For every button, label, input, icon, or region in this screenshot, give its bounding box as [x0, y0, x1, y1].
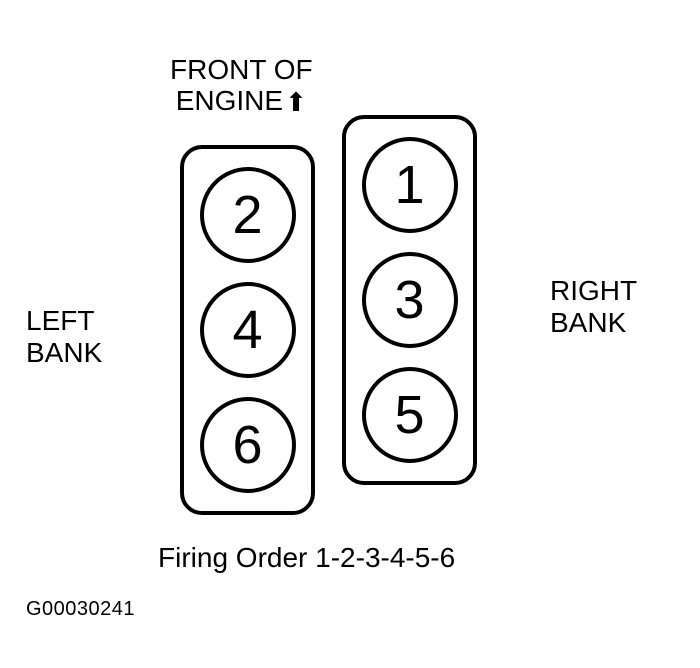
cylinder-5: 5	[362, 367, 458, 463]
header-line2: ENGINE	[176, 85, 283, 116]
engine-cylinder-diagram: FRONT OF ENGINE⬆ LEFT BANK RIGHT BANK 2 …	[0, 0, 700, 668]
front-of-engine-label: FRONT OF ENGINE⬆	[170, 55, 313, 117]
up-arrow-icon: ⬆	[285, 88, 307, 117]
left-bank-box: 2 4 6	[180, 145, 315, 515]
right-bank-label-line1: RIGHT	[550, 275, 637, 306]
header-line1: FRONT OF	[170, 54, 313, 85]
right-bank-box: 1 3 5	[342, 115, 477, 485]
firing-order-text: Firing Order 1-2-3-4-5-6	[158, 542, 455, 574]
cylinder-1: 1	[362, 137, 458, 233]
cylinder-6: 6	[200, 397, 296, 493]
left-bank-label-line1: LEFT	[26, 305, 94, 336]
cylinder-4: 4	[200, 282, 296, 378]
left-bank-label: LEFT BANK	[26, 305, 102, 369]
cylinder-3: 3	[362, 252, 458, 348]
cylinder-2: 2	[200, 167, 296, 263]
document-id: G00030241	[26, 598, 135, 621]
right-bank-label: RIGHT BANK	[550, 275, 637, 339]
right-bank-label-line2: BANK	[550, 307, 626, 338]
left-bank-label-line2: BANK	[26, 337, 102, 368]
